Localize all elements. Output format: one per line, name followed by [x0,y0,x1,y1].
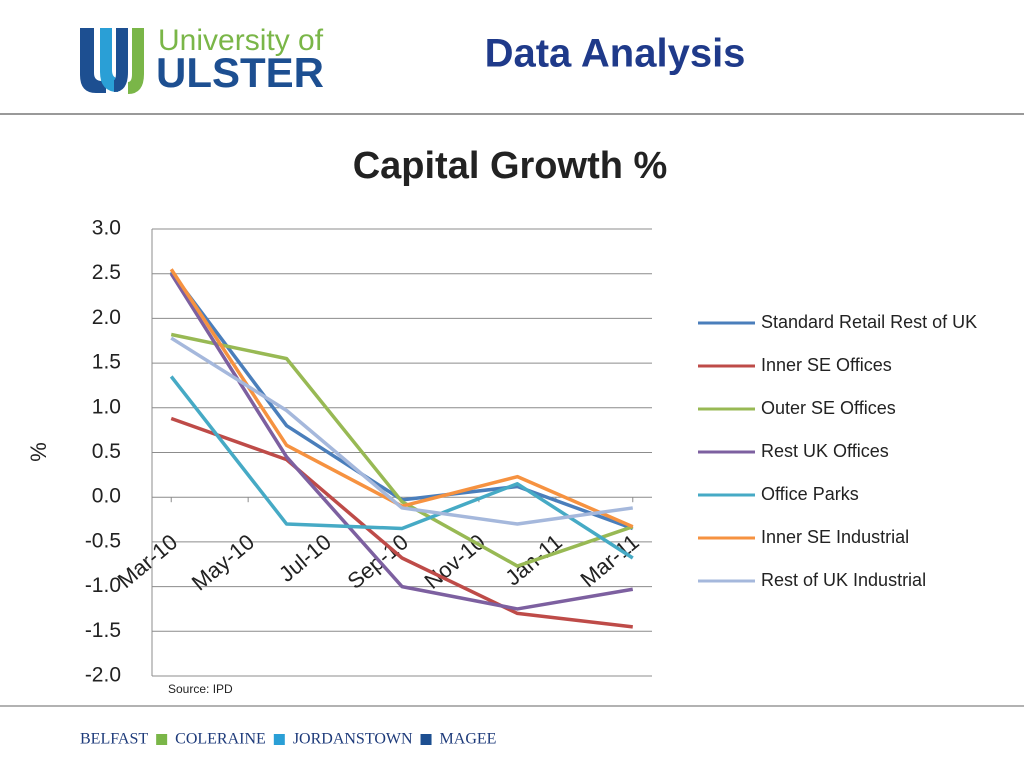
logo-bottom: ULSTER [156,49,324,96]
y-tick-label: 0.5 [92,440,121,463]
y-tick-label: 1.5 [92,351,121,374]
legend-label: Outer SE Offices [761,398,896,418]
separator-square [420,734,432,745]
y-tick-label: -1.0 [85,574,121,597]
legend-label: Inner SE Industrial [761,527,909,547]
legend-label: Standard Retail Rest of UK [761,312,977,332]
series-line [170,332,634,568]
y-tick-label: -2.0 [85,664,121,687]
separator-square [156,734,168,745]
series-line [170,336,634,526]
series-line [169,272,634,611]
y-tick-label: 0.0 [92,485,121,508]
y-tick-label: 1.0 [92,395,121,418]
y-tick-label: -1.5 [85,619,121,642]
campus-name: JORDANSTOWN [293,731,413,748]
logo-top: University of [158,24,324,57]
y-tick-label: 3.0 [92,217,121,240]
legend-label: Rest of UK Industrial [761,570,926,590]
y-tick-label: 2.0 [92,306,121,329]
campus-name: BELFAST [80,731,148,748]
logo: University of ULSTER [80,24,324,96]
series-line [169,375,634,560]
series-line [170,416,633,629]
slide-title: Data Analysis [485,32,746,76]
campus-name: MAGEE [440,731,497,748]
legend-label: Office Parks [761,484,859,504]
y-axis-label: % [26,442,51,462]
chart-title: Capital Growth % [353,145,668,187]
y-tick-label: 2.5 [92,261,121,284]
y-tick-label: -0.5 [85,529,121,552]
footer: BELFAST COLERAINE JORDANSTOWN MAGEE [80,731,496,748]
source-note: Source: IPD [168,682,233,696]
legend-label: Inner SE Offices [761,355,892,375]
separator-square [273,734,285,745]
legend-label: Rest UK Offices [761,441,889,461]
campus-name: COLERAINE [175,731,266,748]
